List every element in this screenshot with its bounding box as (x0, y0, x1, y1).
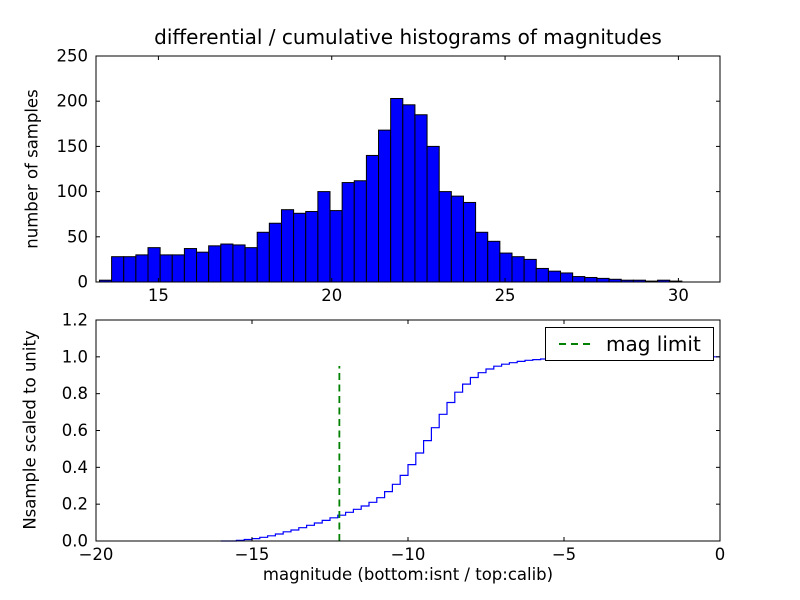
histogram-bar (414, 114, 428, 283)
axes-frame (95, 55, 721, 283)
x-tick-label: −15 (235, 545, 270, 564)
y-tick-label: 0 (78, 273, 89, 292)
histogram-bar (317, 191, 331, 283)
cumulative-axes: −20 −15 −10 −5 0 0.0 0.2 0.4 0.6 0.8 1.0 1.2 (62, 311, 726, 565)
y-tick-label: 50 (67, 227, 88, 246)
x-tick-label: −10 (391, 545, 426, 564)
y-tick-label: 100 (57, 182, 89, 201)
histogram-bar (341, 182, 355, 283)
top-histogram-axes: 15 20 25 30 0 50 100 150 200 250 (57, 47, 721, 305)
y-tick-label: 0.4 (62, 458, 88, 477)
y-tick-label: 1.0 (62, 347, 88, 366)
histogram-bar (135, 254, 149, 283)
histogram-bar (535, 267, 549, 283)
histogram-bar (244, 247, 258, 283)
histogram-bar (438, 191, 452, 283)
histogram-bar (596, 277, 610, 283)
legend-box: mag limit (545, 327, 714, 361)
histogram-bar (232, 244, 246, 283)
histogram-bar (123, 256, 137, 283)
histogram-bar (305, 210, 319, 283)
x-tick-label: 20 (321, 286, 342, 305)
histogram-bar (220, 243, 234, 283)
histogram-bar (353, 180, 367, 283)
y-tick-label: 200 (57, 92, 89, 111)
histogram-bar (147, 247, 161, 283)
y-tick-label: 0.2 (62, 495, 88, 514)
histogram-bar (462, 201, 477, 283)
y-tick-label: 0.6 (62, 421, 88, 440)
legend-label: mag limit (606, 332, 701, 356)
histogram-bar (523, 258, 537, 283)
x-tick-label: 0 (715, 545, 726, 564)
histogram-bar (560, 272, 574, 283)
bottom-ylabel: Nsample scaled to unity (20, 330, 40, 530)
x-tick-label: 25 (495, 286, 516, 305)
y-tick-label: 0.0 (62, 532, 88, 551)
histogram-bar (171, 254, 185, 283)
legend-dashed-line-icon (559, 343, 595, 345)
histogram-bar (499, 252, 513, 283)
figure-title: differential / cumulative histograms of … (154, 25, 662, 49)
histogram-bars-group (98, 97, 683, 283)
histogram-bar (196, 251, 210, 283)
histogram-bar (365, 154, 380, 283)
histogram-bar (402, 104, 416, 283)
histogram-bar (487, 240, 501, 283)
histogram-bar (208, 245, 222, 283)
x-tick-label: 15 (148, 286, 169, 305)
histogram-bar (511, 256, 525, 283)
histogram-bar (390, 97, 404, 283)
histogram-bar (293, 212, 307, 283)
histogram-bar (450, 195, 464, 283)
y-tick-label: 1.2 (62, 311, 88, 330)
histogram-bar (111, 256, 125, 283)
histogram-bar (268, 222, 282, 283)
histogram-bar (329, 210, 343, 283)
histogram-bar (584, 276, 598, 283)
x-tick-label: −20 (79, 545, 114, 564)
axes-frame (95, 319, 721, 542)
histogram-bar (426, 145, 440, 283)
y-tick-label: 250 (57, 47, 89, 66)
histogram-bar (256, 231, 270, 283)
histogram-bar (183, 248, 198, 283)
bottom-xlabel: magnitude (bottom:isnt / top:calib) (262, 565, 554, 584)
histogram-bar (378, 129, 392, 283)
x-tick-label: 30 (668, 286, 689, 305)
y-tick-label: 0.8 (62, 384, 88, 403)
cumulative-step-line (220, 356, 720, 542)
top-ylabel: number of samples (22, 89, 42, 249)
histogram-bar (159, 254, 173, 283)
histogram-bar (547, 270, 562, 283)
histogram-bar (572, 276, 586, 283)
y-tick-label: 150 (57, 137, 89, 156)
histogram-bar (280, 209, 295, 283)
histogram-bar (475, 231, 489, 283)
x-tick-label: −5 (552, 545, 576, 564)
